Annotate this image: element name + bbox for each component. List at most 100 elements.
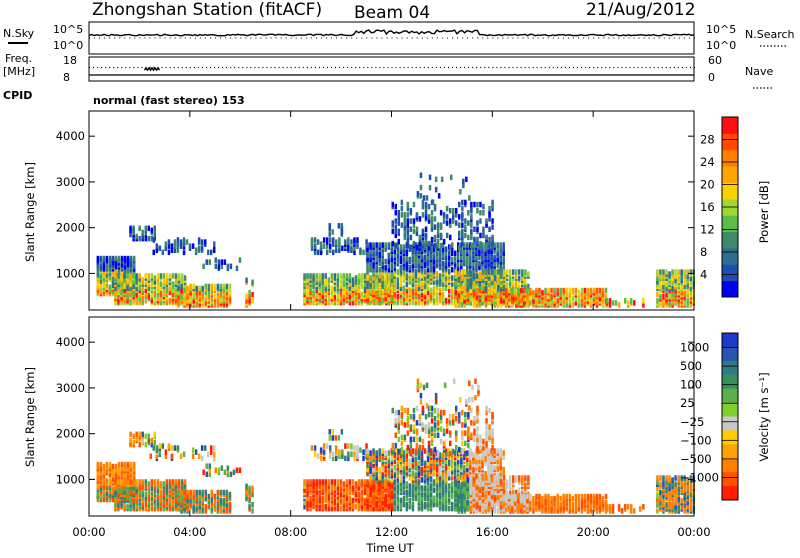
velocity-cell (145, 479, 148, 485)
velocity-cell (362, 449, 365, 455)
velocity-cell (186, 490, 189, 496)
power-cell (124, 256, 127, 261)
power-cell (332, 237, 335, 243)
power-cell (180, 284, 183, 290)
power-cell (326, 250, 329, 256)
power-cell (384, 242, 387, 248)
velocity-cell (229, 502, 232, 508)
power-cell (515, 269, 518, 275)
power-cell (428, 214, 431, 220)
power-cell (494, 269, 497, 275)
power-colorbar-label-tick: 16 (700, 200, 715, 214)
power-cell (151, 273, 154, 279)
velocity-cell (112, 464, 115, 470)
power-cell (439, 288, 442, 294)
power-cell (349, 273, 352, 279)
power-cell (353, 237, 356, 243)
velocity-cell (353, 452, 356, 458)
power-cell (400, 244, 403, 250)
power-cell (207, 250, 210, 256)
power-cell (535, 288, 538, 294)
power-cell (665, 269, 668, 275)
power-cell (465, 177, 468, 183)
power-cell (138, 273, 141, 279)
power-cell (320, 241, 323, 247)
power-cell (662, 269, 665, 275)
velocity-cell (177, 445, 180, 451)
power-cell (174, 239, 177, 245)
power-cell (168, 250, 171, 256)
power-cell (587, 288, 590, 294)
power-cell (461, 296, 464, 302)
power-cell (148, 226, 151, 232)
power-cell (213, 241, 216, 247)
power-cell (605, 288, 608, 294)
power-cell (565, 288, 568, 294)
power-colorbar-swatch (722, 264, 738, 281)
power-cell (350, 239, 353, 245)
power-cell (132, 226, 135, 232)
power-cell (526, 288, 529, 294)
velocity-cell (421, 450, 424, 456)
power-cell (159, 246, 162, 252)
velocity-cell (168, 443, 171, 449)
velocity-cell (148, 434, 151, 440)
velocity-cell (114, 479, 117, 485)
power-cell (420, 173, 423, 179)
power-cell (479, 233, 482, 239)
power-cell (184, 275, 187, 281)
velocity-cell (165, 449, 168, 455)
power-cell (251, 298, 254, 304)
velocity-cell (210, 445, 213, 451)
power-cell (160, 273, 163, 279)
power-cell (413, 229, 416, 235)
velocity-cell (178, 479, 181, 485)
velocity-cell (388, 450, 391, 456)
velocity-cell (346, 479, 349, 485)
velocity-cell (415, 457, 418, 463)
power-cell (677, 269, 680, 275)
power-cell (432, 199, 435, 205)
power-cell (441, 177, 444, 183)
power-cell (437, 239, 440, 245)
power-cell (378, 267, 381, 273)
velocity-cell (220, 498, 223, 504)
power-cell (311, 237, 314, 243)
power-cell (340, 273, 343, 279)
velocity-cell (132, 479, 135, 485)
velocity-cell (403, 496, 406, 502)
power-cell (206, 259, 209, 265)
nsky-tick-top: 10^5 (53, 23, 83, 36)
velocity-cell (172, 479, 175, 485)
velocity-cell (171, 454, 174, 460)
power-cell (398, 210, 401, 216)
power-cell (392, 241, 395, 247)
velocity-cell (141, 432, 144, 438)
velocity-cell (192, 454, 195, 460)
velocity-cell (103, 464, 106, 470)
velocity-cell (372, 448, 375, 454)
power-cell (461, 222, 464, 228)
power-cell (341, 223, 344, 229)
power-cell (556, 298, 559, 304)
power-cell (103, 256, 106, 261)
velocity-cell (195, 449, 198, 455)
velocity-cell (189, 490, 192, 496)
velocity-cell (359, 447, 362, 453)
power-cell (230, 264, 233, 270)
power-cell (461, 200, 464, 206)
velocity-cell (369, 450, 372, 456)
power-cell (575, 288, 578, 294)
power-cell (609, 298, 612, 304)
power-cell (508, 288, 511, 294)
power-cell (166, 273, 169, 279)
power-cell (130, 256, 133, 261)
velocity-cell (418, 479, 421, 485)
power-cell (500, 298, 503, 304)
power-cell (151, 228, 154, 234)
power-cell (251, 292, 254, 298)
power-cell (156, 243, 159, 249)
power-cell (523, 288, 526, 294)
power-cell (491, 218, 494, 224)
velocity-cell (129, 432, 132, 438)
